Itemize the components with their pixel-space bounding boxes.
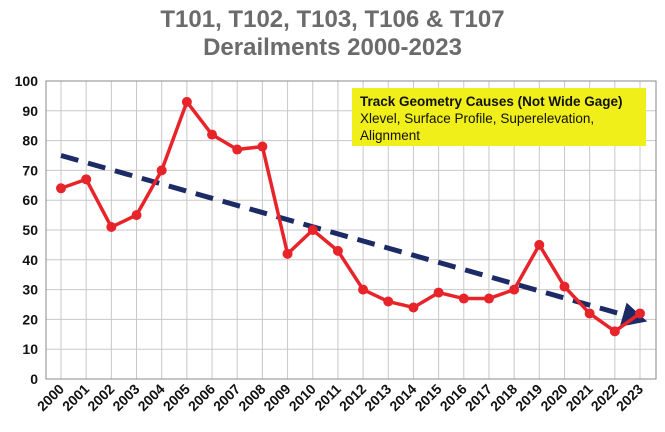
y-tick-label: 60 bbox=[22, 192, 38, 208]
x-tick-label: 2003 bbox=[109, 381, 142, 414]
x-tick-label: 2016 bbox=[437, 381, 470, 414]
y-tick-label: 30 bbox=[22, 282, 38, 298]
data-point bbox=[609, 326, 620, 337]
x-tick-label: 2009 bbox=[260, 381, 293, 414]
data-point bbox=[81, 174, 92, 185]
y-tick-label: 40 bbox=[22, 252, 38, 268]
data-point bbox=[207, 129, 218, 140]
y-tick-label: 10 bbox=[22, 341, 38, 357]
chart-title-line-1: T101, T102, T103, T106 & T107 bbox=[160, 6, 505, 33]
x-tick-label: 2001 bbox=[59, 381, 92, 414]
data-point bbox=[358, 284, 369, 295]
data-point bbox=[433, 287, 444, 298]
chart-title-line-2: Derailments 2000-2023 bbox=[203, 34, 462, 61]
x-tick-label: 2002 bbox=[84, 381, 117, 414]
x-tick-label: 2023 bbox=[613, 381, 646, 414]
trend-arrow bbox=[60, 153, 648, 327]
data-point bbox=[458, 293, 469, 304]
data-point bbox=[534, 239, 545, 250]
trend-line bbox=[60, 153, 648, 327]
data-point bbox=[181, 96, 192, 107]
data-point bbox=[56, 183, 66, 194]
x-tick-label: 2022 bbox=[588, 381, 621, 414]
annotation-body: Xlevel, Surface Profile, Superelevation,… bbox=[360, 111, 595, 143]
x-tick-label: 2021 bbox=[562, 381, 595, 414]
series-line bbox=[60, 100, 642, 334]
x-tick-label: 2007 bbox=[210, 381, 243, 414]
x-tick-label: 2005 bbox=[160, 381, 193, 414]
data-point bbox=[383, 296, 394, 307]
data-point bbox=[408, 302, 419, 313]
data-point bbox=[282, 248, 293, 259]
y-tick-label: 80 bbox=[22, 133, 38, 149]
annotation-heading: Track Geometry Causes (Not Wide Gage) bbox=[360, 94, 623, 109]
x-tick-label: 2013 bbox=[361, 381, 394, 414]
y-axis-tick-labels: 0 10 20 30 40 50 60 70 80 90 100 bbox=[15, 73, 39, 387]
data-point bbox=[332, 245, 343, 256]
x-tick-label: 2008 bbox=[235, 381, 268, 414]
data-point bbox=[257, 141, 268, 152]
y-tick-label: 20 bbox=[22, 311, 38, 327]
data-point bbox=[307, 225, 318, 235]
annotation-box: Track Geometry Causes (Not Wide Gage) Xl… bbox=[352, 88, 646, 146]
x-tick-label: 2000 bbox=[34, 381, 67, 414]
x-tick-label: 2019 bbox=[512, 381, 545, 414]
x-axis-tick-labels: 2000200120022003200420052006200720082009… bbox=[34, 381, 646, 414]
x-tick-label: 2018 bbox=[487, 381, 520, 414]
y-tick-label: 90 bbox=[22, 103, 38, 119]
data-point bbox=[156, 165, 167, 176]
plot-area-border bbox=[45, 80, 657, 380]
x-tick-label: 2020 bbox=[537, 381, 570, 414]
series-points bbox=[56, 96, 645, 337]
data-point bbox=[635, 308, 645, 319]
x-tick-label: 2012 bbox=[336, 381, 369, 414]
x-tick-label: 2011 bbox=[311, 381, 344, 414]
data-point bbox=[559, 281, 570, 292]
y-tick-label: 0 bbox=[30, 371, 38, 387]
x-tick-label: 2015 bbox=[411, 381, 444, 414]
y-tick-label: 50 bbox=[22, 222, 38, 238]
data-point bbox=[584, 308, 595, 319]
series-line-path bbox=[60, 100, 642, 334]
chart-title: T101, T102, T103, T106 & T107 Derailment… bbox=[0, 6, 665, 62]
data-point bbox=[509, 284, 520, 295]
x-tick-label: 2004 bbox=[134, 381, 167, 414]
x-tick-label: 2006 bbox=[185, 381, 218, 414]
x-tick-label: 2017 bbox=[462, 381, 495, 414]
data-point bbox=[106, 222, 117, 233]
x-tick-label: 2010 bbox=[286, 381, 319, 414]
x-tick-label: 2014 bbox=[386, 381, 419, 414]
data-point bbox=[232, 144, 243, 155]
y-tick-label: 70 bbox=[22, 162, 38, 178]
data-point bbox=[131, 210, 142, 221]
y-tick-label: 100 bbox=[15, 73, 39, 89]
data-point bbox=[483, 293, 494, 304]
